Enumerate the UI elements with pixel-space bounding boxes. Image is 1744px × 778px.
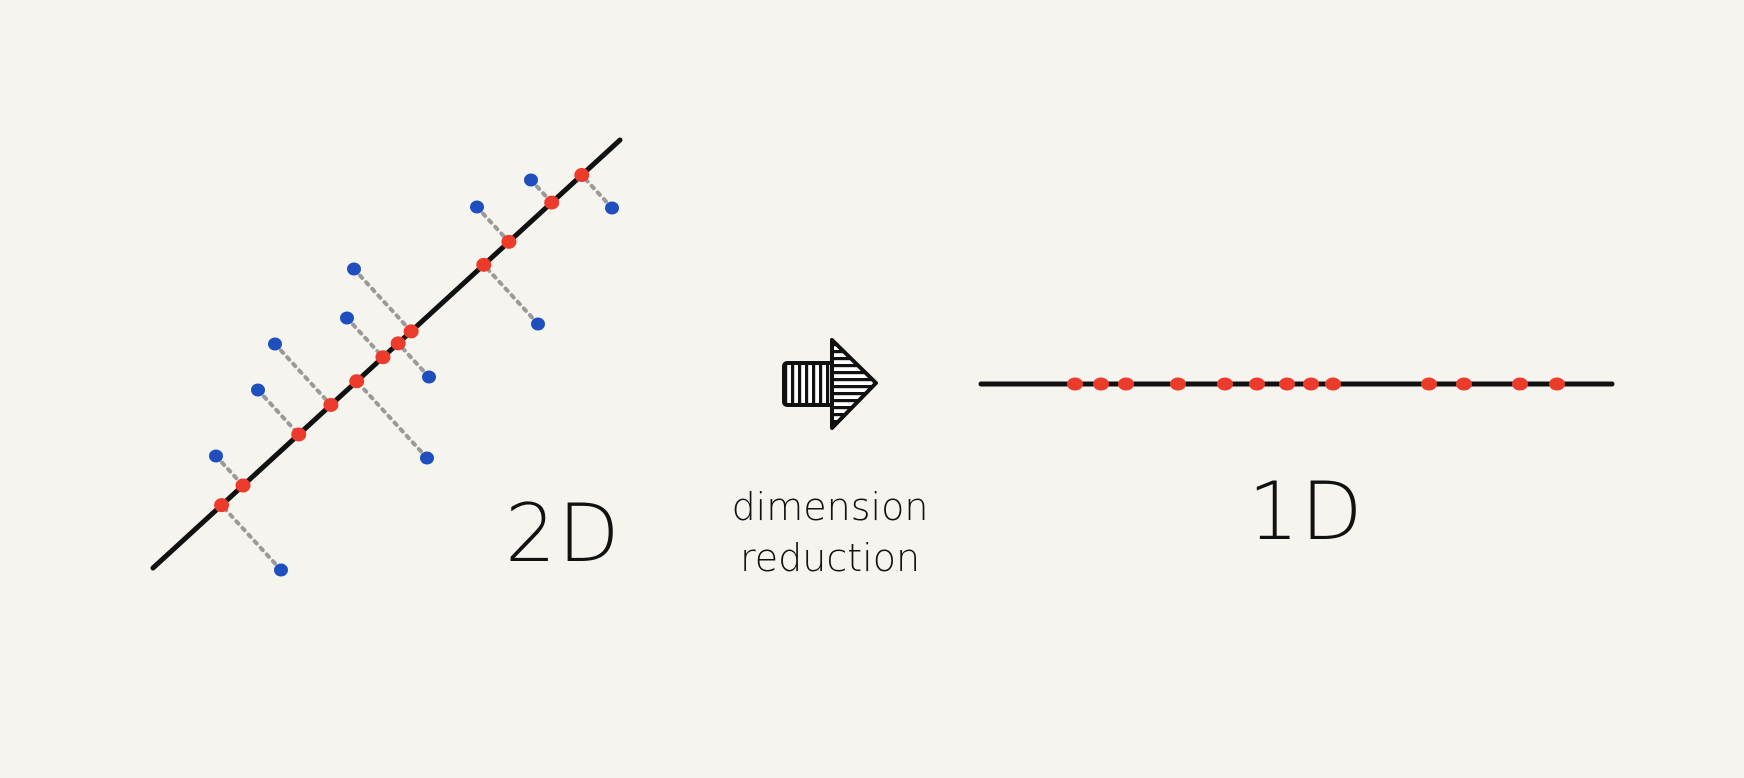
projection-guide — [579, 173, 614, 210]
projected-point — [544, 195, 560, 210]
label-dimension: dimension — [731, 485, 929, 529]
projected-point — [323, 397, 339, 412]
projected-point — [1279, 377, 1295, 391]
projection-guide — [273, 342, 333, 407]
projected-point — [1249, 377, 1265, 391]
original-point — [605, 201, 619, 215]
projected-point — [390, 336, 406, 351]
label-2d: 2D — [505, 487, 622, 580]
projected-point — [1303, 377, 1319, 391]
projected-point — [574, 168, 590, 183]
projected-point — [1512, 377, 1528, 391]
projected-point — [1421, 377, 1437, 391]
projected-points-1d — [1067, 377, 1565, 391]
projected-point — [1456, 377, 1472, 391]
original-point — [340, 311, 354, 325]
panel-1d — [978, 377, 1615, 391]
projected-point — [291, 427, 307, 442]
projection-guide — [396, 341, 431, 379]
original-points — [209, 173, 619, 577]
original-point — [470, 200, 484, 214]
projection-guide — [214, 454, 246, 488]
projected-points-2d — [214, 168, 590, 513]
original-point — [347, 262, 361, 276]
original-point — [209, 449, 223, 463]
projection-guide — [354, 379, 429, 460]
projected-point — [349, 374, 365, 389]
projected-point — [1549, 377, 1565, 391]
projected-point — [1170, 377, 1186, 391]
label-1d: 1D — [1248, 465, 1365, 558]
panel-2d — [150, 137, 623, 577]
label-dimension-reduction: dimension reduction — [730, 482, 930, 585]
projected-point — [1325, 377, 1341, 391]
projected-point — [375, 350, 391, 365]
projected-point — [1067, 377, 1083, 391]
projection-guide — [352, 267, 414, 334]
original-point — [420, 451, 434, 465]
projection-guide — [219, 503, 283, 572]
original-point — [251, 383, 265, 397]
projection-guide — [475, 205, 511, 244]
projected-point — [501, 234, 517, 249]
projection-guides — [214, 173, 614, 572]
original-point — [422, 370, 436, 384]
original-point — [268, 337, 282, 351]
projection-guide — [345, 316, 385, 360]
projected-point — [1118, 377, 1134, 391]
projected-point — [235, 478, 251, 493]
projected-point — [476, 257, 492, 272]
original-point — [274, 563, 288, 577]
projected-point — [1093, 377, 1109, 391]
hatched-arrow-icon — [782, 338, 878, 430]
original-point — [531, 317, 545, 331]
label-reduction: reduction — [739, 536, 921, 581]
original-point — [524, 173, 538, 187]
projection-guide — [256, 388, 301, 437]
projected-point — [214, 498, 230, 513]
projected-point — [1217, 377, 1233, 391]
projected-point — [403, 324, 419, 339]
projection-guide — [481, 262, 540, 326]
